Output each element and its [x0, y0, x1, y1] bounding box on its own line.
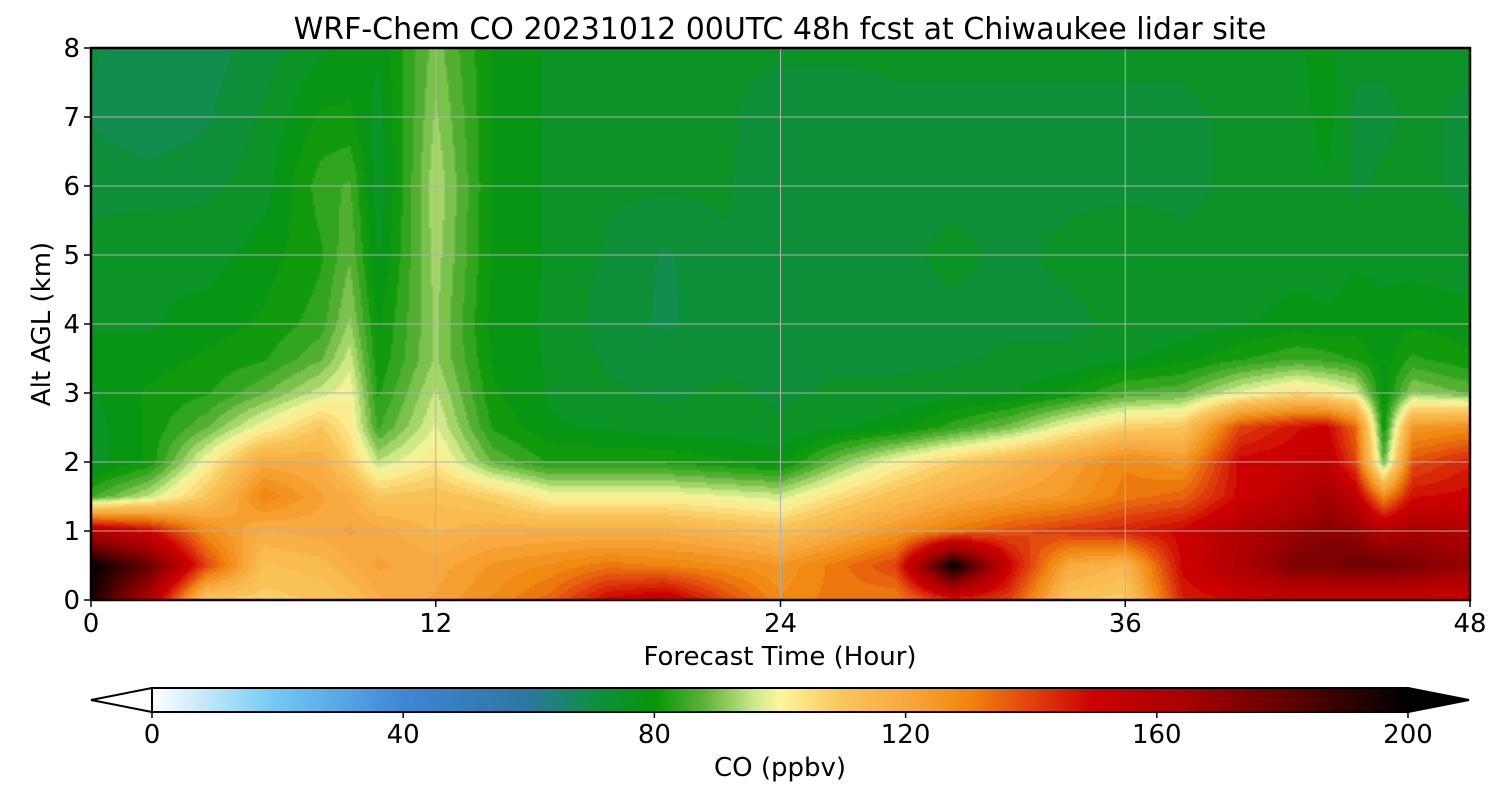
x-tick-label: 24	[764, 609, 797, 639]
colorbar-label: CO (ppbv)	[714, 753, 846, 783]
colorbar-tick-label: 0	[144, 720, 161, 750]
y-tick-label: 5	[63, 241, 80, 271]
y-tick-label: 0	[63, 586, 80, 616]
x-tick-label: 36	[1109, 609, 1142, 639]
chart-title: WRF-Chem CO 20231012 00UTC 48h fcst at C…	[294, 12, 1267, 47]
y-tick-label: 3	[63, 379, 80, 409]
x-axis: 0 12 24 36 48	[83, 600, 1487, 639]
colorbar-ticks: 0 40 80 120 160 200	[144, 712, 1433, 750]
colorbar-extend-min	[90, 686, 153, 714]
y-tick-label: 2	[63, 448, 80, 478]
x-tick-label: 48	[1453, 609, 1486, 639]
colorbar-tick-label: 80	[638, 720, 671, 750]
colorbar-frame	[151, 687, 1409, 713]
colorbar-tick-label: 120	[881, 720, 931, 750]
colorbar-tick-label: 200	[1383, 720, 1433, 750]
y-tick-label: 6	[63, 172, 80, 202]
colorbar-tick-label: 160	[1132, 720, 1182, 750]
colorbar-extend-max	[1407, 686, 1470, 714]
y-tick-label: 8	[63, 34, 80, 64]
y-tick-label: 4	[63, 310, 80, 340]
x-axis-label: Forecast Time (Hour)	[643, 642, 916, 672]
grid	[91, 48, 1470, 600]
y-axis-label: Alt AGL (km)	[27, 242, 57, 406]
colorbar-gradient	[152, 688, 1408, 712]
colorbar: 0 40 80 120 160 200 CO (ppbv)	[90, 686, 1470, 783]
x-tick-label: 12	[419, 609, 452, 639]
y-tick-label: 1	[63, 517, 80, 547]
colorbar-tick-label: 40	[387, 720, 420, 750]
y-axis: 0 1 2 3 4 5 6 7 8	[63, 34, 91, 616]
y-tick-label: 7	[63, 103, 80, 133]
x-tick-label: 0	[83, 609, 100, 639]
